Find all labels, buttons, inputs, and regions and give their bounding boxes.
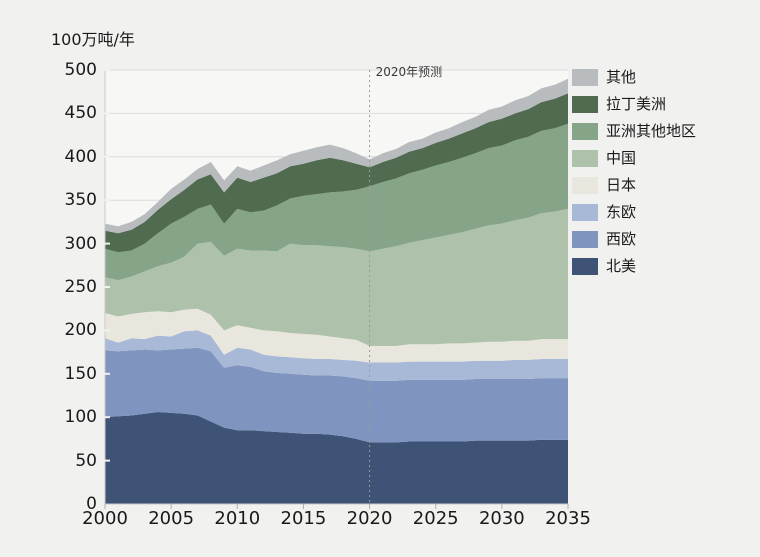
- y-tick-label: 450: [64, 103, 97, 124]
- legend-item-north-america: 北美: [572, 253, 696, 280]
- y-tick-label: 0: [86, 494, 97, 514]
- x-tick-label: 2015: [280, 508, 327, 529]
- legend-label: 东欧: [606, 203, 637, 221]
- area-latin-america: [105, 93, 568, 253]
- y-tick-label: 400: [64, 146, 97, 167]
- y-tick-label: 300: [64, 233, 97, 254]
- y-tick-label: 50: [75, 450, 97, 471]
- legend-swatch: [572, 231, 598, 248]
- area-eastern-europe: [105, 330, 568, 381]
- x-tick-label: 2030: [478, 508, 525, 529]
- legend-item-eastern-europe: 东欧: [572, 199, 696, 226]
- area-china: [105, 208, 568, 346]
- legend-item-other-asia: 亚洲其他地区: [572, 118, 696, 145]
- y-tick-label: 350: [64, 190, 97, 211]
- legend-item-latin-america: 拉丁美洲: [572, 91, 696, 118]
- x-tick-label: 2005: [148, 508, 195, 529]
- legend-swatch: [572, 258, 598, 275]
- legend-swatch: [572, 150, 598, 167]
- legend-item-china: 中国: [572, 145, 696, 172]
- x-tick-label: 2025: [412, 508, 459, 529]
- x-tick-label: 2035: [545, 508, 591, 529]
- legend-swatch: [572, 69, 598, 86]
- y-tick-label: 500: [64, 60, 97, 80]
- chart-title: 100万吨/年: [51, 30, 135, 49]
- legend-swatch: [572, 96, 598, 113]
- y-tick-label: 100: [64, 407, 97, 428]
- legend-label: 中国: [606, 149, 637, 167]
- area-western-europe: [105, 347, 568, 443]
- area-north-america: [105, 412, 568, 504]
- legend-item-other: 其他: [572, 64, 696, 91]
- legend: 其他拉丁美洲亚洲其他地区 中国日本东欧西欧北美: [572, 64, 696, 280]
- legend-swatch: [572, 123, 598, 140]
- area-japan: [105, 308, 568, 363]
- legend-label: 西欧: [606, 230, 637, 248]
- legend-label: 其他: [606, 68, 637, 86]
- legend-label: 拉丁美洲: [606, 95, 667, 113]
- forecast-annotation: 2020年预测: [375, 65, 443, 79]
- legend-swatch: [572, 177, 598, 194]
- legend-label: 日本: [606, 176, 637, 194]
- x-tick-label: 2000: [82, 508, 128, 529]
- legend-label: 北美: [606, 257, 637, 275]
- y-tick-label: 200: [64, 320, 97, 341]
- area-other: [105, 78, 568, 234]
- legend-item-western-europe: 西欧: [572, 226, 696, 253]
- legend-item-japan: 日本: [572, 172, 696, 199]
- y-tick-label: 150: [64, 363, 97, 384]
- legend-swatch: [572, 204, 598, 221]
- legend-label: 亚洲其他地区: [606, 122, 697, 140]
- area-other-asia: [105, 123, 568, 281]
- x-tick-label: 2010: [214, 508, 261, 529]
- x-tick-label: 2020: [346, 508, 393, 529]
- y-tick-label: 250: [64, 277, 97, 297]
